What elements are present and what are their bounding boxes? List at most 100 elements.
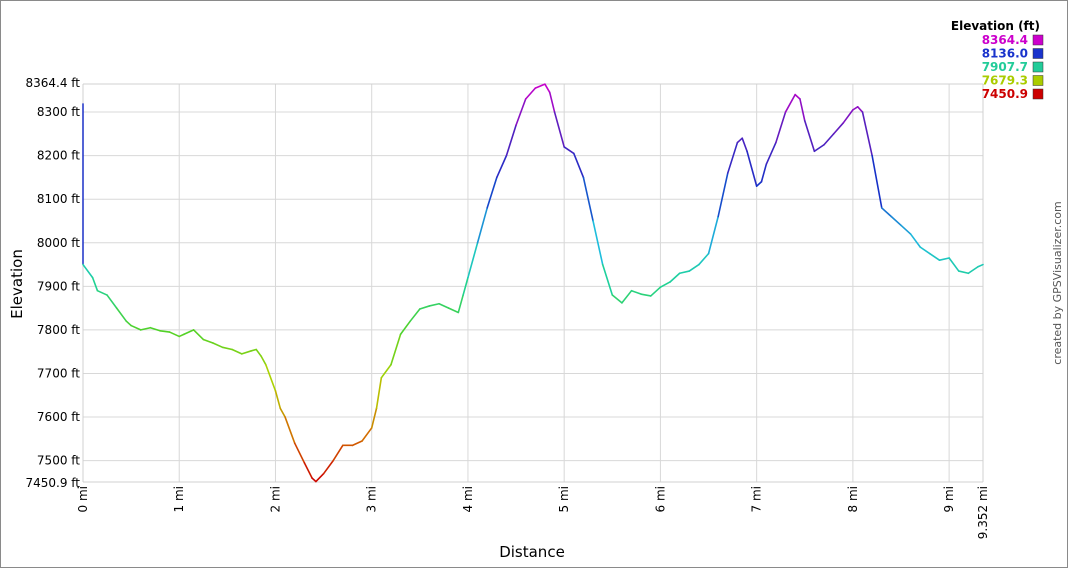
profile-segment xyxy=(351,440,363,447)
profile-segment xyxy=(476,207,488,244)
profile-segment xyxy=(717,172,729,218)
profile-segment xyxy=(678,270,691,275)
profile-segment xyxy=(544,83,551,94)
profile-segment xyxy=(948,257,960,272)
profile-segment xyxy=(919,246,931,255)
profile-segment xyxy=(192,329,205,341)
profile-segment xyxy=(168,331,181,338)
profile-segment xyxy=(601,263,614,296)
profile-segment xyxy=(496,154,508,179)
y-tick-label: 8300 ft xyxy=(37,105,80,119)
profile-segment xyxy=(380,363,392,379)
profile-segment xyxy=(96,289,108,296)
y-max-label: 8364.4 ft xyxy=(25,76,80,90)
profile-segment xyxy=(726,141,739,174)
profile-segment xyxy=(746,150,758,187)
profile-segment xyxy=(322,459,335,475)
profile-segment xyxy=(250,348,258,352)
profile-segment xyxy=(794,93,801,100)
profile-segment xyxy=(659,281,671,289)
profile-segment xyxy=(311,477,317,483)
profile-segment xyxy=(842,109,854,124)
profile-segment xyxy=(563,146,575,155)
profile-segment xyxy=(640,293,652,297)
profile-segment xyxy=(390,333,402,366)
x-axis-ticks: 0 mi 1 mi 2 mi 3 mi 4 mi 5 mi 6 mi 7 mi 8 mi 9 mi… xyxy=(76,486,990,539)
profile-segment xyxy=(967,265,979,275)
y-min-label: 7450.9 ft xyxy=(25,476,80,490)
y-axis-label: Elevation xyxy=(8,249,26,319)
profile-segment xyxy=(573,152,585,179)
x-tick-label: 3 mi xyxy=(365,486,379,512)
profile-segment xyxy=(486,176,498,209)
elevation-profile-line xyxy=(82,83,984,483)
profile-segment xyxy=(861,111,873,157)
profile-segment xyxy=(130,324,142,331)
legend-swatch xyxy=(1032,48,1044,59)
profile-segment xyxy=(784,93,796,113)
profile-segment xyxy=(929,252,941,261)
profile-segment xyxy=(274,390,282,410)
profile-segment xyxy=(852,106,859,111)
profile-segment xyxy=(375,377,383,410)
profile-segment xyxy=(231,348,243,355)
profile-segment xyxy=(765,141,777,166)
profile-segment xyxy=(315,472,325,483)
credit-text: created by GPSVisualizer.com xyxy=(1051,201,1064,364)
x-tick-label: 9 mi xyxy=(942,486,956,512)
profile-segment xyxy=(457,294,464,314)
legend-swatch xyxy=(1032,88,1044,100)
profile-segment xyxy=(202,338,214,344)
y-tick-label: 8100 ft xyxy=(37,192,80,206)
profile-segment xyxy=(212,342,224,349)
profile-segment xyxy=(938,257,950,261)
profile-segment xyxy=(361,427,373,442)
profile-segment xyxy=(630,289,642,295)
x-tick-label: 1 mi xyxy=(172,486,186,512)
profile-segment xyxy=(462,276,469,296)
profile-segment xyxy=(832,122,845,135)
profile-segment xyxy=(284,416,296,444)
legend-title: Elevation (ft) xyxy=(951,19,1040,33)
profile-segment xyxy=(909,233,922,248)
x-tick-label: 5 mi xyxy=(557,486,571,512)
profile-segment xyxy=(125,320,132,327)
profile-segment xyxy=(813,143,825,153)
profile-segment xyxy=(823,133,835,146)
profile-segment xyxy=(115,307,128,322)
x-tick-label: 0 mi xyxy=(76,486,90,512)
legend-entry-label: 7907.7 xyxy=(982,60,1028,74)
profile-segment xyxy=(741,137,748,153)
profile-segment xyxy=(698,252,710,266)
profile-segment xyxy=(159,329,171,333)
profile-segment xyxy=(669,272,681,283)
profile-segment xyxy=(524,87,537,100)
profile-segment xyxy=(977,263,984,268)
profile-segment xyxy=(957,270,970,275)
profile-segment xyxy=(293,442,306,464)
profile-segment xyxy=(91,276,99,292)
profile-segment xyxy=(890,215,902,227)
y-tick-label: 7800 ft xyxy=(37,323,80,337)
profile-segment xyxy=(332,444,344,462)
profile-segment xyxy=(621,289,633,304)
profile-segment xyxy=(428,302,440,307)
profile-segment xyxy=(82,263,94,279)
x-tick-label: 8 mi xyxy=(846,486,860,512)
x-tick-label: 4 mi xyxy=(461,486,475,512)
legend-swatch xyxy=(1032,61,1044,73)
profile-segment xyxy=(760,163,768,183)
profile-segment xyxy=(106,294,118,309)
profile-segment xyxy=(871,154,883,209)
profile-segment xyxy=(240,350,253,355)
profile-segment xyxy=(755,180,763,187)
x-tick-label: 6 mi xyxy=(653,486,667,512)
profile-segment xyxy=(534,83,546,89)
legend-swatch xyxy=(1032,75,1044,86)
x-tick-label: 2 mi xyxy=(268,486,282,512)
legend-entry-label: 8364.4 xyxy=(982,33,1028,47)
profile-segment xyxy=(438,302,450,309)
profile-segment xyxy=(611,294,623,304)
profile-segment xyxy=(447,307,460,314)
